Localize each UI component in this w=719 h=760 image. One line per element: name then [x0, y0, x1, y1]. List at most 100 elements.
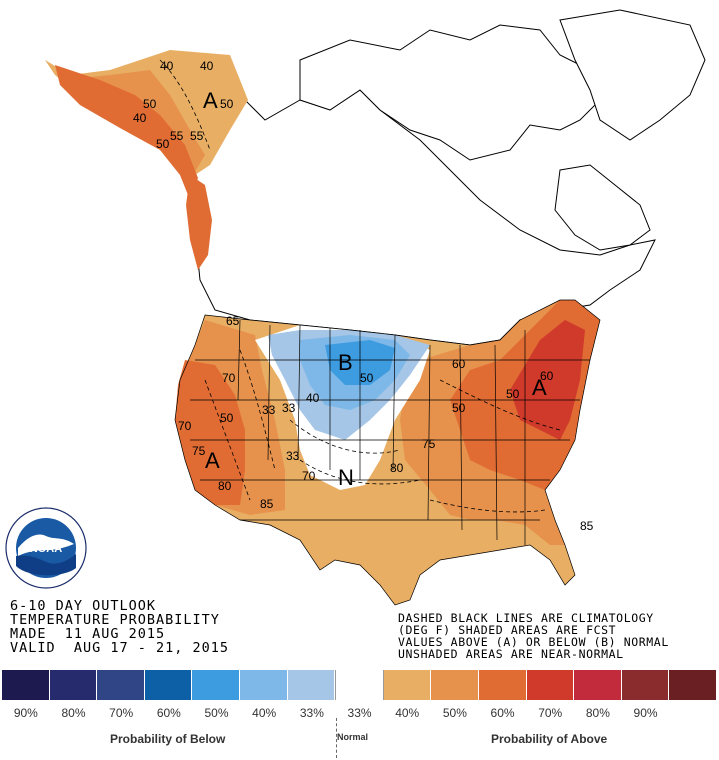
contour-east	[439, 379, 561, 431]
product-info: 6-10 DAY OUTLOOK TEMPERATURE PROBABILITY…	[10, 599, 229, 655]
contour-label: 50	[143, 97, 157, 111]
logo-wordmark: NOAA	[30, 543, 62, 555]
note-line: (DEG F) SHADED AREAS ARE FCST	[398, 623, 617, 637]
category-marks: A B A A N	[203, 88, 547, 490]
contour-label: 65	[226, 314, 240, 328]
contour-label: 50	[452, 401, 466, 415]
legend-swatch	[335, 670, 384, 700]
contour-label: 40	[133, 111, 147, 125]
legend-tick-label: 70%	[109, 706, 134, 720]
legend-tick-label: 70%	[538, 706, 563, 720]
product-line: TEMPERATURE PROBABILITY	[10, 612, 220, 628]
legend-tick-label: 50%	[442, 706, 467, 720]
contour-label: 75	[192, 444, 206, 458]
east-70	[510, 320, 585, 440]
legend-tick-label: 33%	[299, 706, 324, 720]
legend-swatch	[49, 670, 98, 700]
normal-divider	[336, 718, 337, 758]
product-line: MADE 11 AUG 2015	[10, 626, 166, 642]
legend-swatch	[2, 670, 50, 700]
contour-label: 70	[178, 419, 192, 433]
contour-label: 33	[282, 401, 296, 415]
contour-label: 70	[222, 371, 236, 385]
legend-ticks: 90% 80% 70% 60% 50% 40% 33% 33% 40% 50% 60% 70% 80% 9…	[2, 706, 717, 720]
west-a-mark: A	[205, 448, 220, 473]
legend-tick-label: 90%	[633, 706, 658, 720]
legend-swatch	[287, 670, 336, 700]
legend-swatch	[97, 670, 145, 700]
legend-tick-label: 40%	[252, 706, 277, 720]
contour-label: 60	[452, 357, 466, 371]
contour-label: 55	[170, 129, 184, 143]
climatology-contours	[159, 59, 561, 513]
contour-west-a	[204, 379, 251, 501]
outlook-map: A B A A N 40 40 50 50 40 55 55 50 65 70 …	[45, 9, 706, 606]
note-line: DASHED BLACK LINES ARE CLIMATOLOGY	[398, 611, 654, 625]
greenland	[559, 9, 706, 141]
legend-tick-label	[669, 706, 717, 720]
logo-bird	[18, 534, 74, 556]
alaska-shading	[45, 50, 248, 270]
legend-swatch	[431, 670, 479, 700]
contour-label: 50	[220, 411, 234, 425]
legend-tick-label: 60%	[490, 706, 515, 720]
legend-swatch	[383, 670, 432, 700]
legend-tick-label: 90%	[13, 706, 38, 720]
contour-label: 40	[160, 59, 174, 73]
legend-swatch	[621, 670, 670, 700]
legend-tick-label: 33%	[347, 706, 372, 720]
noaa-logo: NOAA	[5, 507, 87, 589]
labrador	[554, 164, 651, 251]
contour-label: 55	[190, 129, 204, 143]
contour-label: 50	[506, 387, 520, 401]
contour-label: 33	[286, 449, 300, 463]
central-b-mark: B	[338, 350, 353, 375]
logo-wave	[16, 554, 76, 576]
contour-label: 75	[422, 437, 436, 451]
legend-swatch	[239, 670, 288, 700]
legend-swatch	[478, 670, 527, 700]
contour-label: 40	[200, 59, 214, 73]
contour-label: 70	[302, 469, 316, 483]
contour-label: 85	[580, 519, 594, 533]
state-grid	[190, 319, 590, 545]
legend-swatch	[144, 670, 193, 700]
note-line: VALUES ABOVE (A) OR BELOW (B) NORMAL	[398, 635, 669, 649]
alaska-panhandle	[186, 175, 212, 270]
contour-central	[289, 419, 401, 454]
east-a-mark: A	[532, 375, 547, 400]
legend-notes: DASHED BLACK LINES ARE CLIMATOLOGY (DEG …	[398, 612, 669, 660]
legend-tick-label: 80%	[585, 706, 610, 720]
legend-tick-label: 40%	[395, 706, 420, 720]
normal-label: Normal	[337, 732, 369, 742]
contour-label: 50	[220, 97, 234, 111]
contour-label: 33	[262, 403, 276, 417]
contour-label: 40	[306, 391, 320, 405]
contour-label: 85	[260, 497, 274, 511]
land-outline	[184, 9, 706, 346]
state-lines	[174, 299, 601, 606]
conus-shading	[175, 300, 600, 605]
legend-swatch	[526, 670, 575, 700]
contour-label: 80	[390, 461, 404, 475]
contour-labels: 40 40 50 50 40 55 55 50 65 70 50 70 75 8…	[133, 59, 594, 533]
contour-alaska	[159, 59, 211, 151]
legend-tick-label: 80%	[61, 706, 86, 720]
above-label: Probability of Above	[491, 732, 608, 746]
contour-west-b	[239, 349, 276, 471]
contour-label: 60	[540, 369, 554, 383]
note-line: UNSHADED AREAS ARE NEAR-NORMAL	[398, 647, 624, 661]
contour-label: 50	[360, 371, 374, 385]
plains-n-mark: N	[338, 465, 354, 490]
contour-central-b	[299, 459, 421, 485]
legend-swatch	[192, 670, 240, 700]
legend-swatches	[2, 670, 717, 700]
contour-label: 80	[218, 479, 232, 493]
legend-swatch	[574, 670, 622, 700]
arctic-islands	[299, 24, 601, 161]
below-label: Probability of Below	[110, 732, 226, 746]
west-60	[175, 360, 245, 505]
contour-label: 50	[156, 137, 170, 151]
legend-tick-label: 50%	[204, 706, 229, 720]
alaska-60	[55, 65, 198, 200]
